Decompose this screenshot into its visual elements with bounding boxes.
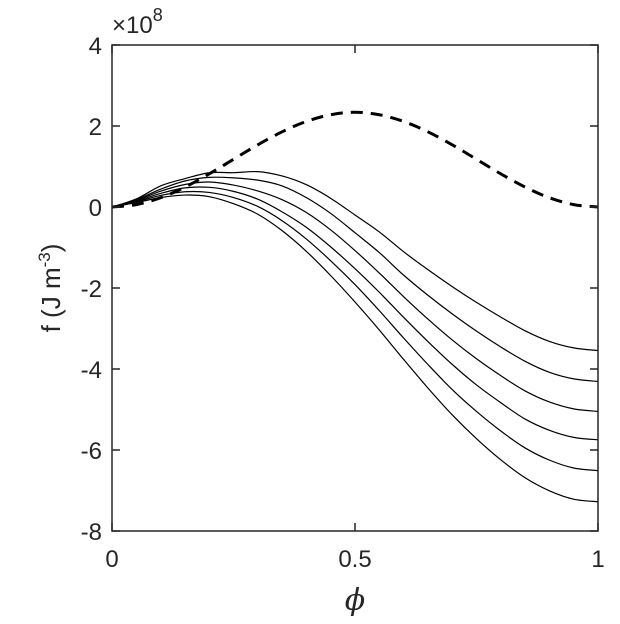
x-tick-label: 1 bbox=[591, 546, 604, 573]
tick-group: 0 0.5 1 -8 -6 -4 -2 0 2 4 bbox=[81, 33, 605, 573]
series-line-2 bbox=[111, 176, 599, 383]
y-exponent-label: ×108 bbox=[112, 5, 163, 39]
y-tick-label: -8 bbox=[81, 519, 102, 546]
x-tick-label: 0.5 bbox=[338, 546, 371, 573]
series-line-5 bbox=[111, 190, 599, 472]
y-tick-label: 2 bbox=[89, 114, 102, 141]
y-tick-label: -4 bbox=[81, 357, 102, 384]
series-line-3 bbox=[111, 181, 599, 412]
y-tick-label: 4 bbox=[89, 33, 102, 60]
x-tick-label: 0 bbox=[105, 546, 118, 573]
y-tick-label: 0 bbox=[89, 195, 102, 222]
y-tick-label: -2 bbox=[81, 276, 102, 303]
plot-area bbox=[112, 45, 598, 531]
series-line-1 bbox=[111, 170, 599, 352]
series-line-6 bbox=[111, 194, 599, 503]
series-group bbox=[111, 110, 599, 503]
x-axis-label: ϕ bbox=[345, 583, 365, 618]
y-tick-label: -6 bbox=[81, 438, 102, 465]
y-axis-label: f (J m-3) bbox=[35, 244, 66, 333]
series-line-4 bbox=[111, 186, 599, 441]
